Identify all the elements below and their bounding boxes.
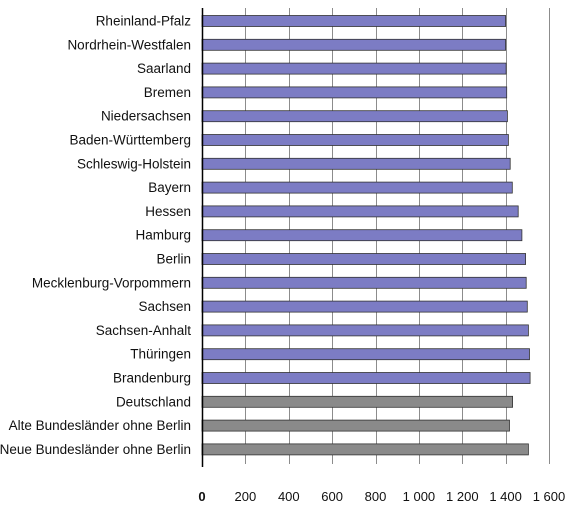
x-tick-label: 1 000 bbox=[403, 489, 436, 504]
bar-saarland bbox=[201, 62, 507, 75]
category-label: Rheinland-Pfalz bbox=[96, 14, 192, 29]
category-label: Neue Bundesländer ohne Berlin bbox=[0, 442, 191, 457]
x-tick-label: 1 600 bbox=[533, 489, 566, 504]
category-label: Hamburg bbox=[135, 228, 191, 243]
bars bbox=[201, 15, 531, 456]
bar-sachsen-anhalt bbox=[201, 324, 529, 337]
bar-niedersachsen bbox=[201, 110, 508, 123]
bar-neue-bundesländer-ohne-berlin bbox=[201, 443, 529, 456]
x-tick-label: 1 200 bbox=[446, 489, 479, 504]
x-tick-label: 800 bbox=[365, 489, 387, 504]
x-tick-label: 1 400 bbox=[489, 489, 522, 504]
x-tick-label: 400 bbox=[278, 489, 300, 504]
category-label: Sachsen bbox=[138, 299, 191, 314]
bar-bremen bbox=[201, 86, 508, 99]
category-label: Bayern bbox=[148, 180, 191, 195]
category-label: Thüringen bbox=[130, 347, 191, 362]
x-tick-labels: 0 200 400 600 800 1 000 1 200 1 400 1 600 bbox=[198, 489, 565, 504]
bar-berlin bbox=[201, 253, 527, 265]
x-tick-label: 0 bbox=[198, 489, 205, 504]
category-label: Schleswig-Holstein bbox=[77, 156, 191, 171]
category-label: Berlin bbox=[156, 252, 191, 267]
bar-alte-bundesländer-ohne-berlin bbox=[201, 419, 510, 432]
bar-brandenburg bbox=[201, 372, 531, 384]
category-label: Brandenburg bbox=[113, 371, 191, 386]
bar-deutschland bbox=[201, 395, 514, 408]
bar-rheinland-pfalz bbox=[201, 15, 507, 27]
category-label: Sachsen-Anhalt bbox=[96, 323, 192, 338]
category-label: Mecklenburg-Vorpommern bbox=[32, 275, 191, 290]
bar-schleswig-holstein bbox=[201, 157, 511, 170]
category-labels: Rheinland-Pfalz Nordrhein-Westfalen Saarla… bbox=[0, 14, 191, 457]
category-label: Bremen bbox=[144, 85, 191, 100]
bar-mecklenburg-vorpommern bbox=[201, 276, 527, 289]
bar-thüringen bbox=[201, 348, 530, 361]
bar-nordrhein-westfalen bbox=[201, 38, 507, 51]
category-label: Saarland bbox=[137, 61, 191, 76]
x-tick-label: 200 bbox=[235, 489, 257, 504]
category-label: Deutschland bbox=[116, 394, 191, 409]
bar-bayern bbox=[201, 181, 513, 194]
category-label: Nordrhein-Westfalen bbox=[67, 37, 191, 52]
x-tick-label: 600 bbox=[321, 489, 343, 504]
bar-baden-württemberg bbox=[201, 134, 509, 146]
bar-sachsen bbox=[201, 300, 528, 313]
category-label: Niedersachsen bbox=[101, 109, 191, 124]
category-label: Hessen bbox=[145, 204, 191, 219]
category-label: Baden-Württemberg bbox=[69, 133, 191, 148]
category-label: Alte Bundesländer ohne Berlin bbox=[9, 418, 191, 433]
bar-hessen bbox=[201, 205, 519, 218]
bar-hamburg bbox=[201, 229, 523, 242]
